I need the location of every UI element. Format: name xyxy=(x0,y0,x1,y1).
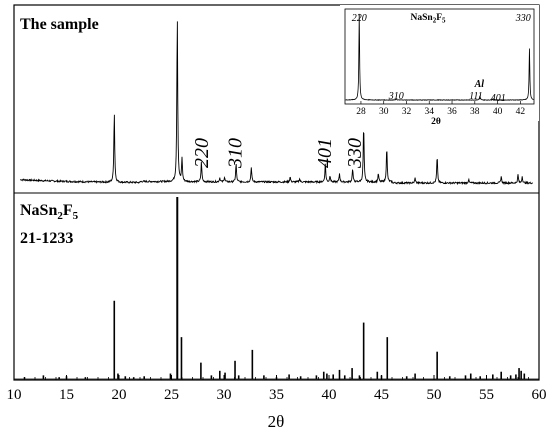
inset-peak-annotation: 330 xyxy=(515,13,531,24)
sample-annotations: 220 310 401 330 xyxy=(191,138,366,169)
x-axis-ticks: 10 15 20 25 30 35 40 45 50 55 60 xyxy=(7,375,547,403)
x-tick-label: 50 xyxy=(427,387,442,403)
x-tick-label: 15 xyxy=(59,387,74,403)
inset-frame xyxy=(344,8,535,105)
inset-x-tick-label: 30 xyxy=(379,107,389,117)
inset-peak-annotation: 401 xyxy=(491,93,506,104)
reference-lines xyxy=(23,197,526,379)
x-tick-label: 45 xyxy=(374,387,389,403)
inset-title: NaSn2F5 xyxy=(411,13,447,25)
inset-peak-annotation: 310 xyxy=(388,91,404,102)
sample-peak-annotation: 310 xyxy=(225,138,247,169)
x-tick-label: 35 xyxy=(269,387,284,403)
inset-peak-annotation: 111 xyxy=(469,91,483,102)
sample-peak-annotation: 401 xyxy=(314,138,336,168)
inset-x-tick-label: 40 xyxy=(493,107,503,117)
inset-pattern-line xyxy=(345,13,534,102)
sample-peak-annotation: 330 xyxy=(344,138,366,169)
x-tick-label: 30 xyxy=(217,387,232,403)
inset-x-tick-label: 42 xyxy=(516,107,526,117)
x-tick-label: 10 xyxy=(7,387,22,403)
inset-x-tick-label: 34 xyxy=(425,107,435,117)
inset-background xyxy=(340,5,539,121)
inset-x-tick-label: 36 xyxy=(447,107,457,117)
inset-x-tick-label: 32 xyxy=(402,107,412,117)
x-tick-label: 40 xyxy=(322,387,337,403)
inset-x-tick-label: 28 xyxy=(356,107,366,117)
inset-peak-annotation: Al xyxy=(474,79,485,90)
inset-peak-annotation: 220 xyxy=(352,13,367,24)
sample-label: The sample xyxy=(20,16,99,33)
sample-pattern-line xyxy=(20,21,534,186)
x-axis-label: 2θ xyxy=(268,412,285,431)
x-tick-label: 20 xyxy=(112,387,127,403)
x-tick-label: 55 xyxy=(479,387,494,403)
inset-x-tick-label: 38 xyxy=(470,107,480,117)
reference-card-label: 21-1233 xyxy=(20,230,73,247)
x-tick-label: 25 xyxy=(164,387,179,403)
x-tick-label: 60 xyxy=(532,387,547,403)
sample-peak-annotation: 220 xyxy=(191,138,213,168)
inset-x-axis-label: 2θ xyxy=(431,117,441,127)
reference-label: NaSn2F5 xyxy=(20,202,79,222)
inset-x-axis-ticks: 28 30 32 34 36 38 40 42 xyxy=(356,101,525,117)
